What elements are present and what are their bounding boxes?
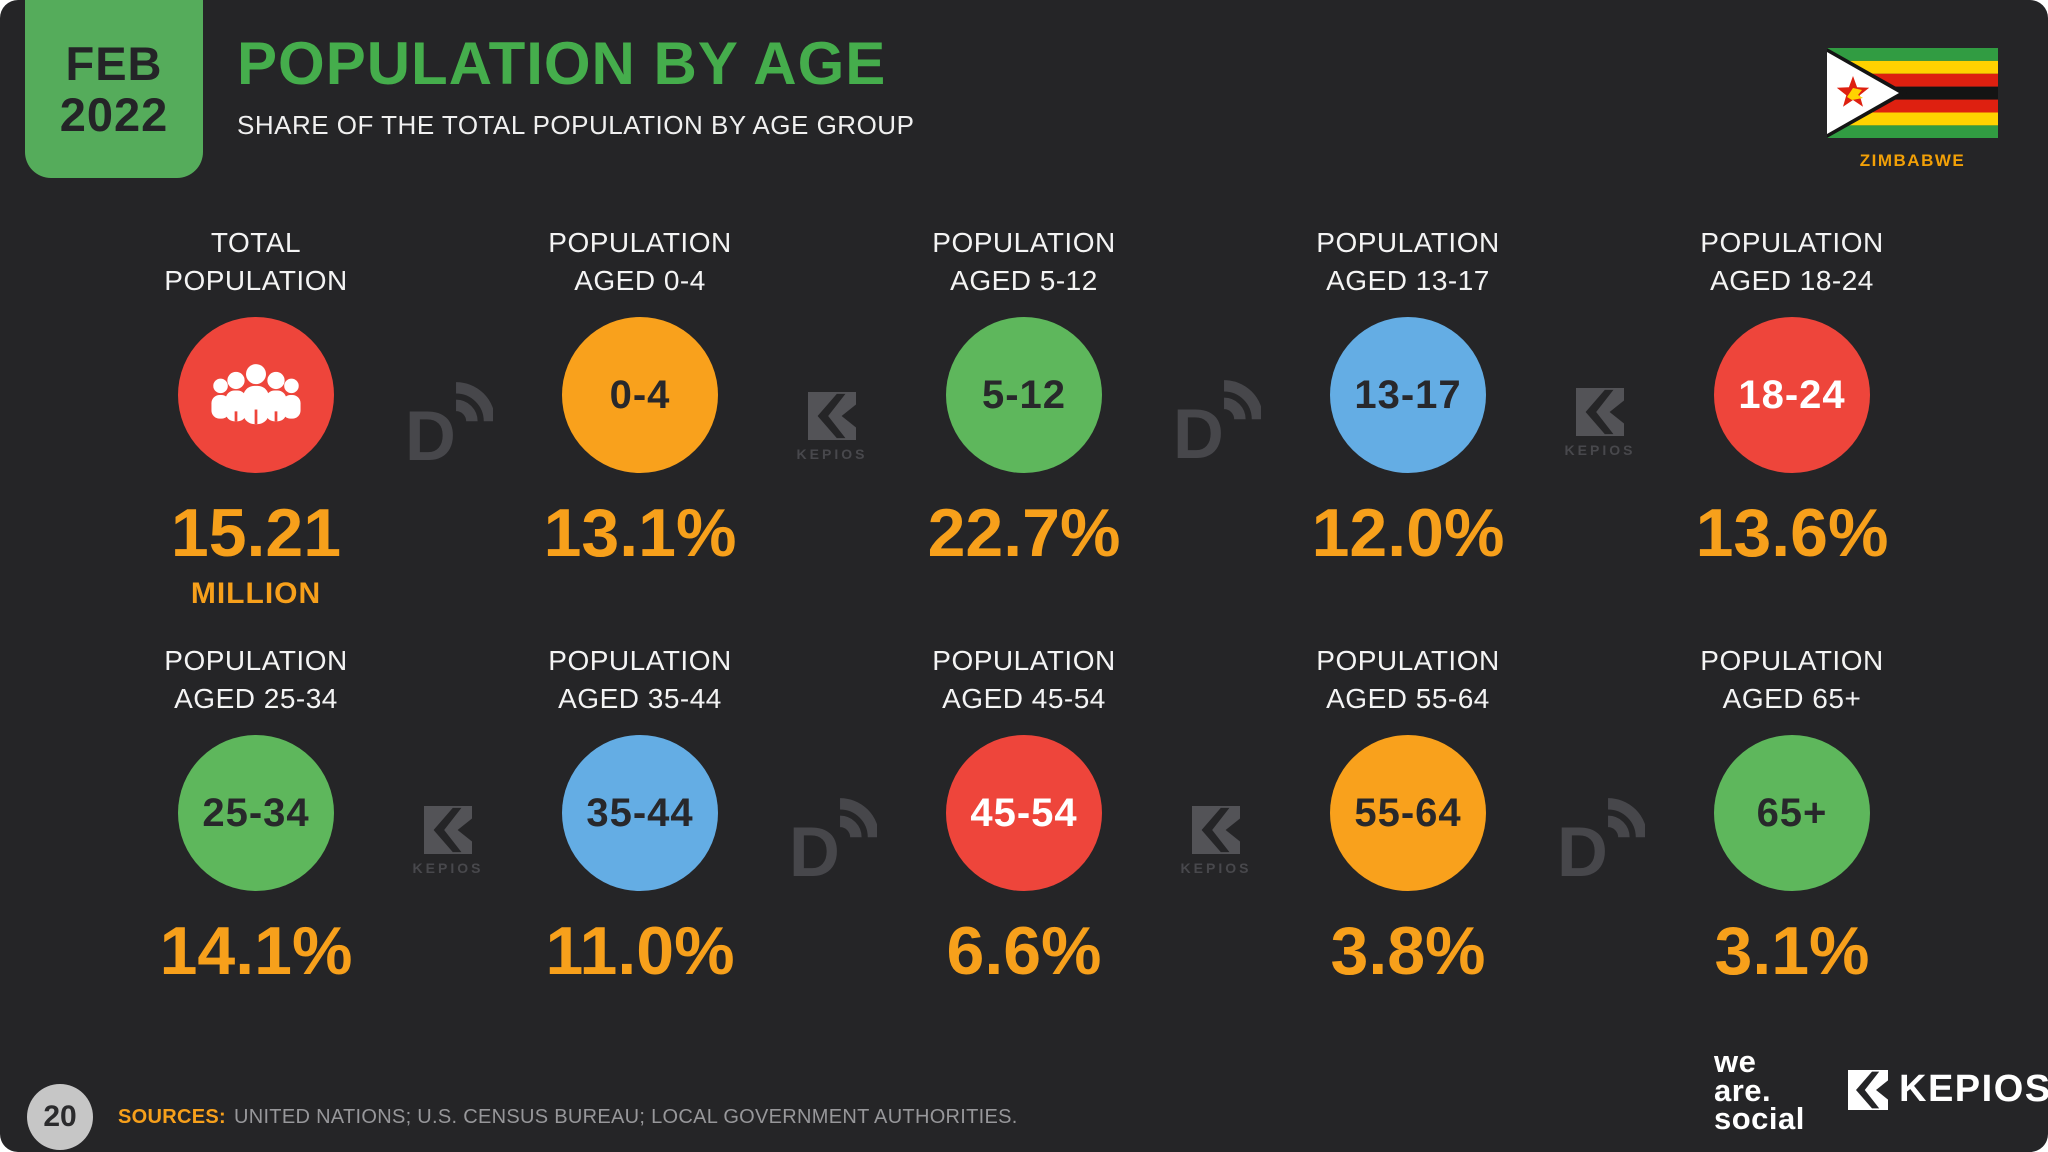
svg-text:D: D — [1173, 394, 1224, 465]
stat-value: 6.6% — [946, 913, 1102, 990]
stat-card-aged-65-plus: POPULATION AGED 65+ 65+ 3.1% — [1600, 642, 1984, 985]
date-month: FEB — [65, 36, 163, 90]
datareportal-watermark: D — [405, 379, 496, 475]
kepios-watermark: KEPIOS — [1156, 806, 1276, 876]
age-circle-45-54: 45-54 — [946, 735, 1102, 892]
page-number: 20 — [27, 1084, 93, 1150]
country-label: ZIMBABWE — [1859, 151, 1966, 170]
kepios-logo-text: KEPIOS — [1899, 1068, 2048, 1110]
title-block: POPULATION BY AGE SHARE OF THE TOTAL POP… — [237, 32, 914, 141]
card-label: POPULATION AGED 0-4 — [548, 227, 732, 296]
stat-value-unit: MILLION — [190, 577, 322, 611]
age-circle-18-24: 18-24 — [1714, 317, 1870, 474]
card-label: POPULATION AGED 65+ — [1700, 645, 1884, 714]
kepios-watermark: KEPIOS — [1540, 388, 1660, 458]
svg-text:D: D — [405, 396, 456, 467]
svg-text:D: D — [789, 812, 840, 883]
zimbabwe-flag-icon — [1827, 48, 1998, 138]
datareportal-watermark: D — [1557, 795, 1648, 891]
stat-value: 14.1% — [159, 913, 353, 990]
datareportal-watermark: D — [789, 795, 880, 891]
svg-text:D: D — [1557, 812, 1608, 883]
age-circle-65-plus: 65+ — [1714, 735, 1870, 892]
stat-card-aged-45-54: POPULATION AGED 45-54 45-54 6.6% — [832, 642, 1216, 985]
sources-text: UNITED NATIONS; U.S. CENSUS BUREAU; LOCA… — [233, 1106, 1018, 1128]
datareportal-watermark: D — [1173, 377, 1264, 473]
stat-value: 3.8% — [1330, 913, 1486, 990]
age-circle-0-4: 0-4 — [562, 317, 718, 474]
stat-card-aged-18-24: POPULATION AGED 18-24 18-24 13.6% — [1600, 224, 1984, 611]
card-label: TOTAL POPULATION — [164, 227, 348, 296]
page-subtitle: SHARE OF THE TOTAL POPULATION BY AGE GRO… — [237, 110, 915, 140]
stat-card-total-population: TOTAL POPULATION 15.21 MILLION — [64, 224, 448, 611]
stat-card-aged-35-44: POPULATION AGED 35-44 35-44 11.0% — [448, 642, 832, 985]
kepios-chevron-icon — [1848, 1069, 1888, 1110]
stat-card-aged-55-64: POPULATION AGED 55-64 55-64 3.8% — [1216, 642, 1600, 985]
stat-card-aged-25-34: POPULATION AGED 25-34 25-34 14.1% — [64, 642, 448, 985]
page-title: POPULATION BY AGE — [237, 30, 887, 97]
kepios-watermark: KEPIOS — [772, 392, 892, 462]
age-circle-35-44: 35-44 — [562, 735, 718, 892]
stat-card-aged-5-12: POPULATION AGED 5-12 5-12 22.7% — [832, 224, 1216, 611]
age-circle-55-64: 55-64 — [1330, 735, 1486, 892]
date-badge: FEB 2022 — [25, 0, 203, 178]
total-population-circle — [178, 317, 334, 474]
population-people-icon — [211, 364, 301, 425]
age-circle-13-17: 13-17 — [1330, 317, 1486, 474]
stat-value: 13.6% — [1695, 495, 1889, 572]
stat-card-aged-13-17: POPULATION AGED 13-17 13-17 12.0% — [1216, 224, 1600, 611]
stat-row-2: POPULATION AGED 25-34 25-34 14.1% POPULA… — [64, 642, 1984, 985]
card-label: POPULATION AGED 5-12 — [932, 227, 1116, 296]
we-are-social-logo: we are. social — [1714, 1044, 1805, 1137]
card-label: POPULATION AGED 55-64 — [1316, 645, 1500, 714]
card-label: POPULATION AGED 45-54 — [932, 645, 1116, 714]
kepios-watermark: KEPIOS — [388, 806, 508, 876]
age-circle-5-12: 5-12 — [946, 317, 1102, 474]
stat-value: 3.1% — [1714, 913, 1870, 990]
flag-block: ZIMBABWE — [1827, 48, 1998, 171]
date-year: 2022 — [59, 88, 169, 141]
card-label: POPULATION AGED 13-17 — [1316, 227, 1500, 296]
age-circle-25-34: 25-34 — [178, 735, 334, 892]
stat-row-1: TOTAL POPULATION 15.21 MILLION — [64, 224, 1984, 611]
card-label: POPULATION AGED 25-34 — [164, 645, 348, 714]
card-label: POPULATION AGED 35-44 — [548, 645, 732, 714]
sources-label: SOURCES: — [118, 1106, 226, 1128]
stat-value: 15.21 — [170, 495, 342, 572]
stat-card-aged-0-4: POPULATION AGED 0-4 0-4 13.1% — [448, 224, 832, 611]
stat-value: 22.7% — [927, 495, 1121, 572]
card-label: POPULATION AGED 18-24 — [1700, 227, 1884, 296]
stat-value: 11.0% — [545, 913, 735, 990]
kepios-logo: KEPIOS — [1848, 1068, 2048, 1111]
stat-value: 13.1% — [543, 495, 737, 572]
stat-value: 12.0% — [1311, 495, 1505, 572]
sources-line: SOURCES: UNITED NATIONS; U.S. CENSUS BURE… — [118, 1106, 1018, 1129]
